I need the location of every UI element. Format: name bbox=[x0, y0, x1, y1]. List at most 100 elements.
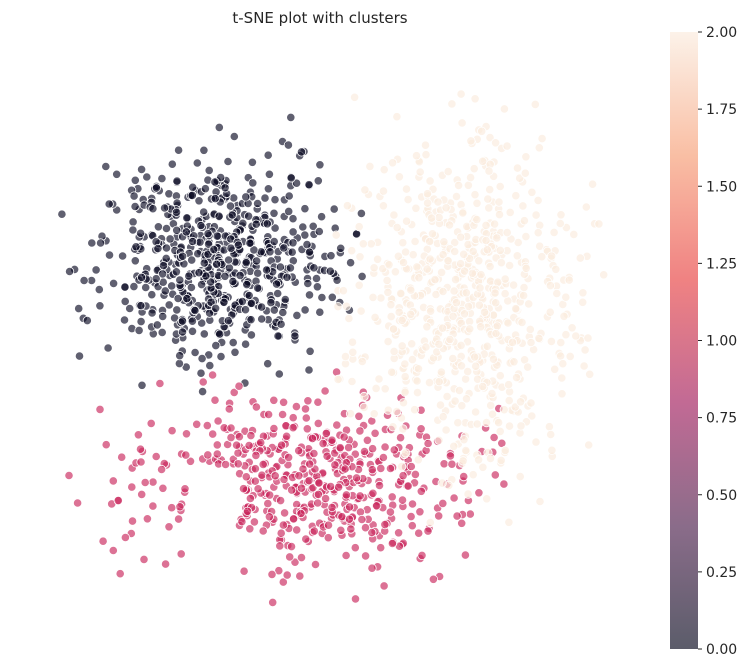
scatter-point bbox=[133, 430, 143, 440]
scatter-point bbox=[245, 238, 255, 248]
scatter-point bbox=[57, 209, 67, 219]
scatter-point bbox=[430, 274, 440, 285]
scatter-point bbox=[202, 420, 212, 431]
scatter-point bbox=[406, 309, 416, 319]
scatter-point bbox=[407, 339, 417, 349]
scatter-point bbox=[246, 430, 256, 441]
scatter-point bbox=[414, 528, 424, 538]
scatter-point bbox=[486, 400, 496, 410]
scatter-point bbox=[521, 152, 531, 162]
scatter-point bbox=[461, 288, 471, 298]
scatter-point bbox=[567, 323, 577, 333]
scatter-point bbox=[284, 206, 294, 216]
scatter-point bbox=[412, 376, 422, 386]
scatter-point bbox=[425, 306, 436, 316]
scatter-point bbox=[96, 238, 106, 248]
scatter-point bbox=[212, 449, 222, 459]
scatter-point bbox=[571, 331, 581, 341]
scatter-point bbox=[296, 552, 307, 563]
scatter-point bbox=[187, 255, 197, 265]
colorbar-tick-label: 2.00 bbox=[706, 25, 737, 41]
scatter-point bbox=[470, 407, 481, 417]
scatter-point bbox=[234, 432, 244, 442]
scatter-point bbox=[370, 312, 380, 322]
scatter-point bbox=[194, 268, 204, 278]
scatter-point bbox=[415, 167, 425, 177]
scatter-point bbox=[291, 401, 301, 412]
scatter-point bbox=[487, 388, 497, 399]
scatter-point bbox=[249, 517, 259, 527]
scatter-point bbox=[278, 577, 288, 587]
scatter-point bbox=[325, 266, 335, 276]
scatter-point bbox=[175, 275, 185, 285]
scatter-point bbox=[459, 309, 470, 319]
scatter-point bbox=[456, 89, 466, 99]
scatter-point bbox=[338, 286, 348, 296]
scatter-point bbox=[478, 156, 488, 166]
scatter-point bbox=[244, 440, 254, 451]
scatter-point bbox=[520, 168, 530, 178]
scatter-point bbox=[320, 386, 330, 396]
scatter-point bbox=[196, 368, 206, 378]
scatter-point bbox=[250, 476, 260, 486]
scatter-point bbox=[315, 307, 325, 317]
scatter-point bbox=[180, 484, 190, 494]
scatter-point bbox=[224, 404, 234, 414]
scatter-point bbox=[240, 305, 251, 315]
scatter-point bbox=[269, 208, 279, 218]
scatter-point bbox=[455, 259, 466, 269]
scatter-point bbox=[323, 520, 334, 530]
scatter-point bbox=[359, 402, 369, 412]
scatter-point bbox=[161, 223, 172, 234]
scatter-point bbox=[292, 525, 302, 535]
scatter-point bbox=[372, 254, 383, 264]
scatter-point bbox=[445, 334, 455, 345]
scatter-point bbox=[368, 292, 378, 302]
scatter-point bbox=[508, 280, 519, 290]
scatter-point bbox=[436, 267, 447, 277]
scatter-point bbox=[312, 282, 322, 292]
scatter-point bbox=[475, 283, 485, 293]
scatter-point bbox=[167, 426, 177, 436]
scatter-point bbox=[285, 552, 295, 562]
scatter-point bbox=[256, 437, 266, 448]
scatter-point bbox=[499, 479, 509, 489]
scatter-point bbox=[160, 286, 170, 296]
scatter-point bbox=[434, 339, 444, 349]
scatter-point bbox=[192, 419, 202, 429]
scatter-point bbox=[465, 324, 475, 334]
scatter-point bbox=[64, 470, 74, 481]
scatter-point bbox=[547, 445, 557, 455]
scatter-point bbox=[246, 315, 256, 325]
scatter-point bbox=[127, 516, 138, 526]
scatter-point bbox=[219, 297, 229, 307]
scatter-point bbox=[160, 203, 170, 213]
scatter-point bbox=[382, 275, 392, 286]
scatter-point bbox=[263, 359, 273, 369]
scatter-point bbox=[241, 472, 251, 482]
scatter-point bbox=[482, 245, 492, 255]
scatter-point bbox=[509, 357, 519, 367]
scatter-point bbox=[438, 412, 448, 422]
scatter-point bbox=[438, 498, 448, 508]
scatter-point bbox=[165, 234, 175, 244]
scatter-point bbox=[245, 493, 255, 503]
scatter-point bbox=[239, 566, 249, 576]
scatter-point bbox=[383, 287, 393, 297]
scatter-point bbox=[221, 459, 231, 470]
scatter-point bbox=[226, 432, 236, 443]
scatter-point bbox=[220, 271, 230, 281]
scatter-point bbox=[453, 180, 464, 190]
scatter-point bbox=[155, 378, 165, 389]
scatter-point bbox=[398, 257, 409, 268]
scatter-point bbox=[309, 526, 319, 536]
scatter-point bbox=[296, 483, 307, 493]
scatter-point bbox=[128, 225, 138, 235]
scatter-point bbox=[351, 473, 362, 483]
scatter-point bbox=[535, 496, 545, 507]
scatter-point bbox=[331, 230, 341, 240]
scatter-point bbox=[187, 190, 197, 200]
scatter-point bbox=[513, 237, 523, 248]
scatter-point bbox=[368, 488, 378, 498]
scatter-point bbox=[524, 299, 534, 309]
